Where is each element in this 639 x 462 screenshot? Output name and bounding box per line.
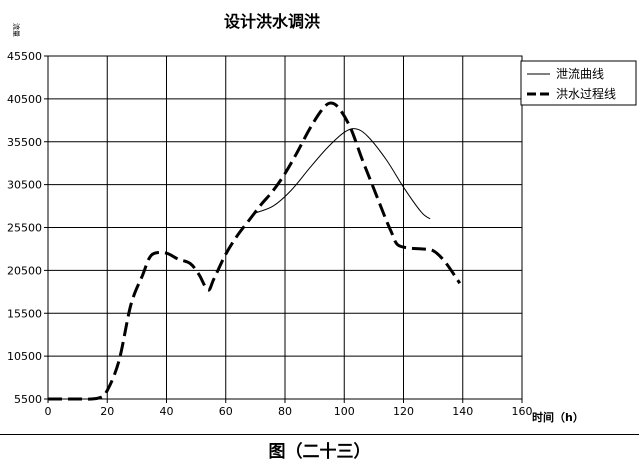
y-tick-label: 45500 <box>7 50 42 63</box>
x-axis: 0 20 40 60 80 100 120 140 160 <box>45 399 533 418</box>
y-tick-label: 10500 <box>7 350 42 363</box>
caption-divider <box>0 434 639 435</box>
x-tick-label: 120 <box>393 405 414 418</box>
x-tick-label: 160 <box>512 405 533 418</box>
y-tick-label: 40500 <box>7 93 42 106</box>
legend: 泄流曲线 洪水过程线 <box>520 60 637 106</box>
x-axis-label: 时间（h） <box>532 410 584 424</box>
legend-label-outflow: 泄流曲线 <box>556 67 604 81</box>
y-tick-label: 30500 <box>7 179 42 192</box>
legend-box <box>520 60 637 106</box>
x-tick-label: 20 <box>100 405 114 418</box>
x-tick-label: 100 <box>334 405 355 418</box>
series-group <box>47 101 462 401</box>
y-tick-label: 35500 <box>7 136 42 149</box>
chart-title: 设计洪水调洪 <box>224 12 320 31</box>
chart: 设计洪水调洪 流量 时间（h） 5500 10500 15500 20500 25500… <box>7 12 637 424</box>
gridlines <box>48 56 522 399</box>
y-tick-label: 15500 <box>7 307 42 320</box>
y-axis-label: 流量 <box>12 23 21 37</box>
x-tick-label: 60 <box>219 405 233 418</box>
x-tick-label: 40 <box>160 405 174 418</box>
y-tick-label: 25500 <box>7 222 42 235</box>
x-tick-label: 80 <box>278 405 292 418</box>
x-tick-label: 0 <box>45 405 52 418</box>
y-tick-label: 5500 <box>14 393 42 406</box>
x-tick-label: 140 <box>452 405 473 418</box>
figure-caption: 图（二十三） <box>268 442 371 462</box>
legend-label-flood: 洪水过程线 <box>556 86 616 101</box>
series-line-flood <box>47 101 462 401</box>
y-axis: 5500 10500 15500 20500 25500 30500 35500 40500 4… <box>7 50 48 406</box>
series-line-outflow <box>255 128 431 220</box>
y-tick-label: 20500 <box>7 264 42 277</box>
